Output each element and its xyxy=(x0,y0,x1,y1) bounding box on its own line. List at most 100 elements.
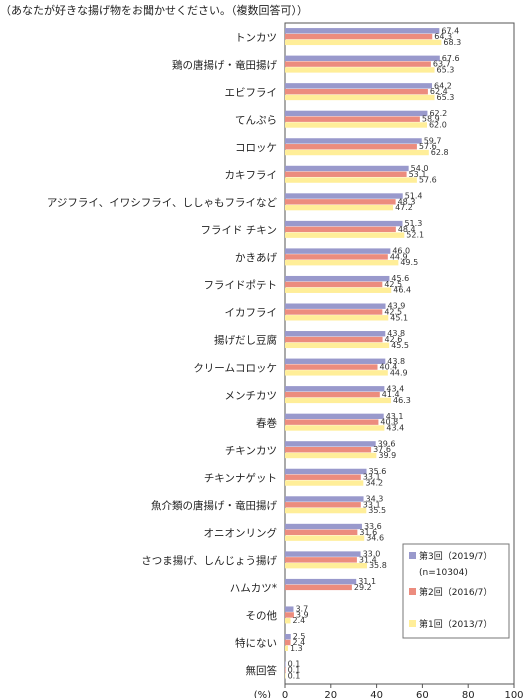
category-label: かきあげ xyxy=(235,252,277,264)
data-label: 48.3 xyxy=(398,197,416,206)
bar xyxy=(285,149,429,156)
legend-swatch xyxy=(409,588,416,595)
data-label: 63.7 xyxy=(433,60,451,69)
chart-title: （あなたが好きな揚げ物をお聞かせください。（複数回答可）） xyxy=(0,4,308,17)
bar xyxy=(285,116,420,122)
legend-label: 第3回（2019/7） xyxy=(419,550,492,562)
bar xyxy=(285,28,440,34)
bar xyxy=(285,199,396,205)
category-label: てんぷら xyxy=(235,114,277,126)
data-label: 62.2 xyxy=(429,109,447,118)
bar xyxy=(285,397,392,404)
bar xyxy=(285,248,391,254)
data-label: 43.8 xyxy=(387,329,405,338)
data-label: 62.4 xyxy=(430,87,448,96)
bar xyxy=(285,144,417,150)
data-label: 3.7 xyxy=(295,605,308,614)
bar xyxy=(285,193,403,199)
bar xyxy=(285,673,286,679)
data-label: 43.4 xyxy=(386,423,404,432)
data-label: 39.6 xyxy=(378,439,396,448)
data-label: 42.6 xyxy=(385,335,403,344)
data-label: 54.0 xyxy=(411,164,429,173)
data-label: 34.2 xyxy=(365,479,383,488)
legend xyxy=(402,543,510,639)
bar xyxy=(285,667,286,673)
tick-label: 80 xyxy=(462,690,475,698)
bar xyxy=(285,480,364,486)
data-label: 0.1 xyxy=(288,666,301,675)
data-label: 47.2 xyxy=(395,203,413,212)
data-label: 62.0 xyxy=(429,120,447,129)
bar xyxy=(285,535,365,541)
bar xyxy=(285,370,388,376)
data-label: 64.3 xyxy=(434,32,452,41)
data-label: 33.6 xyxy=(364,522,382,531)
bar xyxy=(285,364,378,370)
plot-frame xyxy=(284,22,515,685)
bar xyxy=(285,67,435,73)
category-label: フライドポテト xyxy=(204,280,278,292)
category-label: 春巻 xyxy=(256,417,277,429)
bar xyxy=(285,138,422,144)
data-label: 43.8 xyxy=(387,357,405,366)
category-label: 揚げだし豆腐 xyxy=(214,334,277,347)
category-label: フライド チキン xyxy=(200,225,277,237)
data-label: 53.1 xyxy=(409,170,427,179)
data-label: 2.4 xyxy=(292,638,305,647)
category-label: 無回答 xyxy=(246,664,278,677)
bar xyxy=(285,474,361,480)
bar xyxy=(285,441,376,447)
data-label: 37.6 xyxy=(373,445,391,454)
data-label: 2.4 xyxy=(292,616,305,625)
bar xyxy=(285,61,431,67)
data-label: 1.3 xyxy=(290,644,303,653)
bar xyxy=(285,122,427,128)
bar xyxy=(285,639,291,646)
data-label: 3.9 xyxy=(296,610,309,619)
bar xyxy=(285,165,409,172)
data-label: 43.1 xyxy=(386,412,404,421)
bar xyxy=(285,413,384,420)
legend-swatch xyxy=(409,552,416,559)
bar xyxy=(285,171,407,177)
category-label: さつま揚げ、しんじょう揚げ xyxy=(141,554,277,567)
tick-label: 0 xyxy=(282,690,288,698)
bar xyxy=(285,254,388,260)
bar xyxy=(285,606,294,612)
data-label: 40.4 xyxy=(380,363,398,372)
category-label: チキンカツ xyxy=(225,445,277,457)
data-label: 44.9 xyxy=(390,368,408,377)
bar xyxy=(285,260,399,266)
data-label: 67.4 xyxy=(441,26,459,35)
data-label: 2.5 xyxy=(293,632,306,641)
data-label: 46.4 xyxy=(393,286,411,295)
data-label: 35.6 xyxy=(369,467,387,476)
bar xyxy=(285,281,383,288)
bar xyxy=(285,507,367,514)
category-label: その他 xyxy=(246,609,278,622)
bar xyxy=(285,39,442,46)
bar xyxy=(285,342,390,349)
category-label: クリームコロッケ xyxy=(193,362,277,374)
category-label: チキンナゲット xyxy=(204,472,277,484)
bar xyxy=(285,358,386,364)
bar xyxy=(285,336,383,343)
data-label: 43.9 xyxy=(388,302,406,311)
bar xyxy=(285,88,428,95)
data-label: 34.6 xyxy=(366,534,384,543)
data-label: 0.1 xyxy=(288,671,301,680)
bar xyxy=(285,618,291,624)
data-label: 42.5 xyxy=(384,280,402,289)
tick-label: 60 xyxy=(416,690,429,698)
bar xyxy=(285,452,377,459)
data-label: 35.5 xyxy=(368,506,386,515)
data-label: 51.4 xyxy=(405,192,423,201)
bar xyxy=(285,645,288,651)
bar xyxy=(285,226,396,233)
bar xyxy=(285,633,291,640)
data-label: 64.2 xyxy=(434,81,452,90)
data-label: 46.3 xyxy=(393,396,411,405)
data-label: 68.3 xyxy=(443,38,461,47)
